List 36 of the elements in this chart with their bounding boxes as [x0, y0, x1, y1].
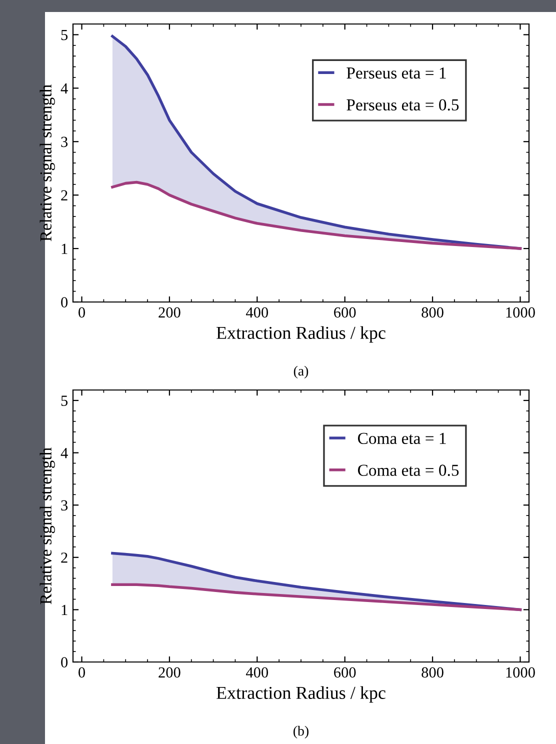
y-tick-label: 1: [62, 244, 68, 254]
legend-label: Perseus eta = 1: [346, 67, 446, 79]
x-tick-label: 800: [422, 667, 444, 678]
y-tick-label: 3: [61, 136, 68, 148]
x-tick-label: 400: [246, 667, 268, 678]
x-tick-label: 1000: [506, 667, 535, 678]
y-tick-label: 5: [61, 396, 68, 406]
x-tick-label: 0: [78, 307, 86, 318]
line-series: [111, 583, 522, 612]
y-tick-label: 0: [61, 657, 68, 668]
y-tick-label: 0: [61, 297, 68, 308]
y-axis-title: Relative signal strength: [40, 84, 55, 242]
x-axis-title: Extraction Radius / kpc: [216, 326, 386, 343]
x-tick-label: 200: [158, 667, 180, 678]
x-tick-label: 400: [246, 307, 268, 318]
y-tick-label: 3: [61, 500, 68, 511]
text: (b): [294, 726, 308, 738]
y-tick-label: 2: [61, 552, 68, 563]
x-tick-label: 600: [334, 667, 356, 678]
legend-label: Coma eta = 1: [358, 432, 446, 444]
legend-label: Coma eta = 0.5: [358, 464, 459, 476]
x-tick-label: 200: [158, 307, 180, 318]
x-axis-title: Extraction Radius / kpc: [216, 686, 386, 703]
y-axis-title: Relative signal strength: [40, 448, 55, 604]
line-series: [111, 180, 522, 250]
x-tick-label: 1000: [506, 307, 535, 318]
x-tick-label: 600: [334, 307, 356, 318]
legend-label: Perseus eta = 0.5: [346, 99, 459, 111]
y-tick-label: 2: [61, 190, 68, 200]
y-tick-label: 4: [60, 83, 68, 94]
text: (a): [294, 366, 308, 378]
x-tick-label: 800: [422, 307, 444, 318]
y-tick-label: 5: [61, 30, 68, 40]
y-tick-label: 1: [62, 604, 68, 615]
y-tick-label: 4: [60, 448, 68, 458]
x-tick-label: 0: [78, 667, 86, 678]
